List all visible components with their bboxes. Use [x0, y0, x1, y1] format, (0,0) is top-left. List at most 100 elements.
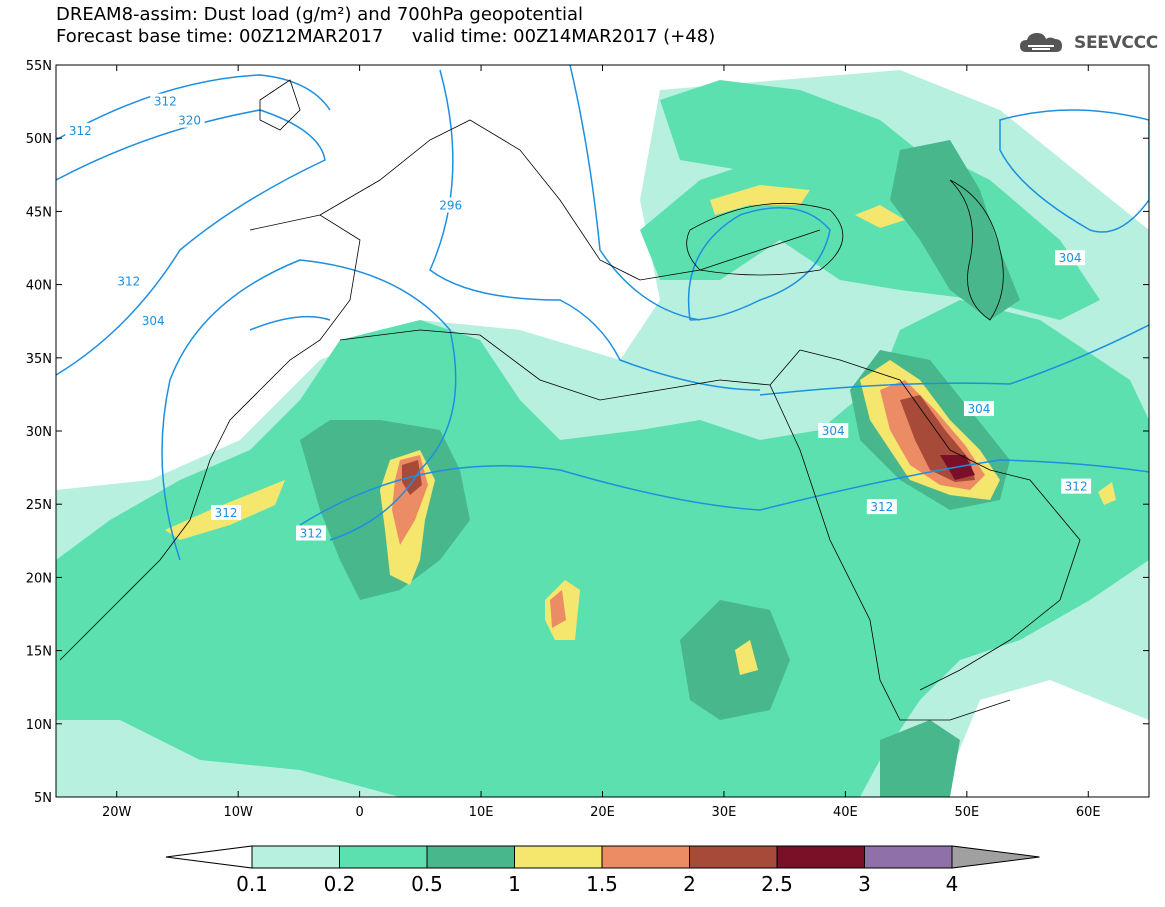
lon-tick-label: 0 [355, 805, 363, 820]
colorbar-label: 1 [508, 872, 521, 896]
lon-tick-label: 50E [954, 805, 979, 820]
contour-312-south [299, 459, 1149, 526]
lat-tick-label: 15N [26, 645, 52, 660]
lon-tick-label: 20W [102, 805, 132, 820]
contour-label-bg [113, 273, 144, 289]
dust-field [56, 65, 1149, 797]
colorbar-label: 3 [858, 872, 871, 896]
lat-tick-label: 30N [26, 425, 52, 440]
lon-tick-label: 20E [590, 805, 615, 820]
forecast-time-subtitle: Forecast base time: 00Z12MAR2017 valid t… [56, 26, 716, 47]
contour-label: 304 [142, 314, 165, 328]
colorbar-swatch [864, 845, 953, 869]
colorbar-label: 4 [946, 872, 959, 896]
contour-label: 304 [968, 402, 991, 416]
seevccc-logo: SEEVCCC [1018, 30, 1158, 56]
lon-tick-label: 10E [469, 805, 494, 820]
contour-312-central [429, 69, 761, 391]
colorbar-label: 0.1 [236, 872, 268, 896]
colorbar-swatch [251, 845, 340, 869]
colorbar-swatch [776, 845, 865, 869]
coast-iberia-africa [59, 214, 361, 661]
contour-label-bg [138, 313, 169, 329]
colorbar: 0.1 0.2 0.5 1 1.5 2 2.5 3 4 [165, 845, 1040, 896]
dust-area-1-oman [1098, 482, 1116, 505]
lat-tick-label: 5N [34, 791, 52, 806]
colorbar-label: 0.5 [411, 872, 443, 896]
contour-label-bg [1061, 478, 1092, 494]
lon-tick-label: 30E [712, 805, 737, 820]
contour-312-northwest [56, 109, 326, 376]
contour-320 [56, 74, 331, 141]
lat-tick-label: 10N [26, 718, 52, 733]
contour-label-bg [963, 401, 994, 417]
longitude-axis: 20W 10W 0 10E 20E 30E 40E 50E 60E [102, 65, 1101, 820]
dust-area-0-5-south [880, 720, 960, 797]
contour-304-mideast [759, 324, 1149, 396]
contour-label-bg [866, 499, 897, 515]
colorbar-swatch [689, 845, 778, 869]
contour-label-bg [1055, 250, 1086, 266]
colorbar-label: 1.5 [586, 872, 618, 896]
map-title: DREAM8-assim: Dust load (g/m²) and 700hP… [56, 4, 583, 25]
coast-north-africa [339, 329, 801, 401]
dust-area-1-crimea [710, 185, 810, 215]
contour-label-bg [150, 93, 181, 109]
contour-label: 304 [822, 424, 845, 438]
dust-area-1-5-chad [550, 590, 566, 628]
coast-caspian [949, 179, 1004, 321]
lon-tick-label: 40E [833, 805, 858, 820]
lat-tick-label: 25N [26, 498, 52, 513]
dust-area-0-5-sahel [680, 600, 790, 720]
cloud-logo-icon [1020, 33, 1062, 52]
lat-tick-label: 50N [26, 132, 52, 147]
contour-label-bg [174, 112, 205, 128]
lat-tick-label: 55N [26, 59, 52, 74]
contour-296 [687, 206, 831, 321]
contour-label: 312 [69, 124, 92, 138]
lon-tick-label: 60E [1076, 805, 1101, 820]
latitude-axis: 55N 50N 45N 40N 35N 30N 25N 20N 15N 10N 5N [26, 59, 1149, 806]
contour-label: 312 [154, 95, 177, 109]
contour-label-bg [211, 504, 242, 520]
contour-label-bg [435, 197, 466, 213]
contour-label: 312 [1065, 480, 1088, 494]
lat-tick-label: 40N [26, 279, 52, 294]
coast-red-sea [769, 384, 1011, 721]
contour-label: 312 [300, 526, 323, 540]
coast-europe [319, 119, 821, 281]
colorbar-left-arrow [165, 845, 253, 869]
coast-arabia [799, 349, 1081, 691]
contour-label: 312 [215, 506, 238, 520]
contour-label: 320 [178, 114, 201, 128]
coast-black-sea [686, 202, 844, 276]
contour-304-northeast [999, 109, 1149, 233]
colorbar-swatch [339, 845, 428, 869]
contour-304-west [249, 315, 331, 331]
lat-tick-label: 45N [26, 205, 52, 220]
colorbar-label: 2.5 [761, 872, 793, 896]
geopotential-contours [56, 65, 1149, 561]
colorbar-swatch [601, 845, 690, 869]
contour-312-west [161, 259, 457, 561]
contour-label: 312 [117, 275, 140, 289]
colorbar-label: 0.2 [324, 872, 356, 896]
dust-area-0-2-north [660, 80, 930, 200]
colorbar-swatch [514, 845, 603, 869]
contour-312-east [569, 65, 701, 321]
contour-label: 312 [870, 500, 893, 514]
dust-area-1-caspian [855, 205, 905, 228]
contour-label: 304 [1059, 251, 1082, 265]
contour-label-bg [818, 423, 849, 438]
contour-label-bg [65, 122, 96, 138]
colorbar-label: 2 [683, 872, 696, 896]
lat-tick-label: 35N [26, 352, 52, 367]
contour-label: 296 [439, 199, 462, 213]
contour-label-bg [296, 525, 327, 541]
logo-text: SEEVCCC [1074, 33, 1158, 53]
lat-tick-label: 20N [26, 571, 52, 586]
coastlines [59, 79, 1081, 721]
colorbar-right-arrow [951, 845, 1040, 869]
